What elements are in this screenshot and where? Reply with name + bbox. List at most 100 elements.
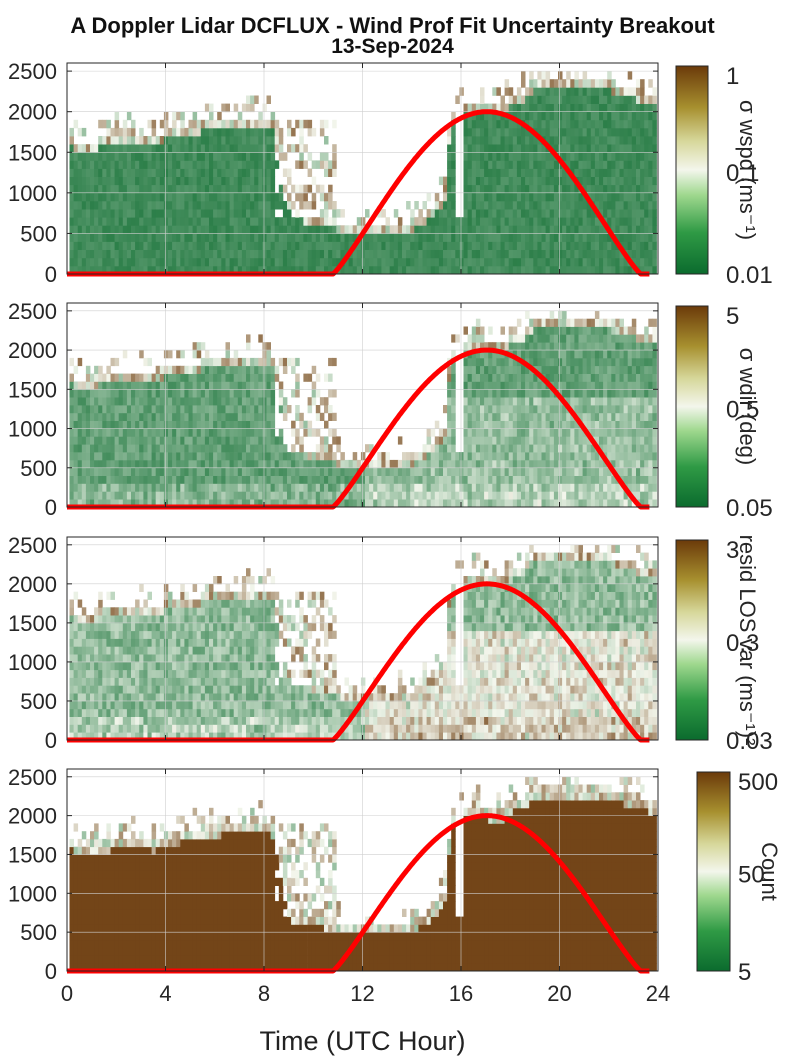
heatmap-cell [278,381,284,390]
heatmap-cell [217,467,222,476]
heatmap-cell [81,467,87,476]
heatmap-cell [73,201,79,210]
heatmap-cell [582,95,588,104]
heatmap-cell [200,412,206,421]
heatmap-cell [299,467,304,476]
heatmap-cell [172,405,177,414]
heatmap-cell [254,389,259,398]
heatmap-cell [504,184,510,194]
heatmap-cell [155,412,161,421]
heatmap-cell [122,436,128,445]
heatmap-cell [558,318,563,327]
heatmap-cell [159,428,165,437]
heatmap-cell [225,176,230,186]
heatmap-cell [525,87,530,96]
heatmap-cell [619,233,624,242]
heatmap-cell [648,217,653,226]
heatmap-cell [578,389,583,398]
heatmap-cell [525,95,530,104]
heatmap-cell [463,176,468,186]
heatmap-cell [299,499,304,508]
heatmap-cell [126,241,132,250]
heatmap-cell [562,334,567,343]
heatmap-cell [114,405,120,414]
heatmap-cell [615,144,620,153]
heatmap-cell [200,357,206,367]
heatmap-cell [644,499,649,508]
heatmap-cell [508,209,514,218]
heatmap-cell [299,459,304,469]
heatmap-cell [217,119,222,129]
heatmap-cell [73,452,79,461]
heatmap-cell [106,381,111,390]
heatmap-cell [237,168,243,177]
heatmap-cell [611,459,616,469]
heatmap-cell [332,241,337,250]
heatmap-cell [266,127,271,137]
heatmap-cell [172,201,177,210]
heatmap-cell [131,436,136,445]
heatmap-cell [463,444,468,453]
heatmap-cell [467,483,473,492]
heatmap-cell [246,103,251,113]
heatmap-cell [631,491,637,500]
heatmap-cell [90,467,95,476]
heatmap-cell [475,412,481,421]
heatmap-cell [131,225,136,234]
heatmap-cell [204,389,210,398]
heatmap-cell [627,459,633,469]
heatmap-cell [85,152,91,161]
heatmap-cell [500,467,505,476]
heatmap-cell [241,491,247,500]
heatmap-cell [360,265,366,275]
heatmap-cell [574,265,579,275]
heatmap-cell [229,119,235,129]
heatmap-cell [73,365,79,374]
heatmap-cell [332,201,337,210]
heatmap-cell [562,365,567,374]
heatmap-cell [180,365,185,374]
heatmap-cell [607,389,612,398]
heatmap-cell [332,467,337,476]
heatmap-cell [98,144,103,153]
heatmap-cell [287,257,292,267]
heatmap-cell [377,257,382,267]
heatmap-cell [114,209,120,218]
heatmap-cell [94,168,99,177]
heatmap-cell [537,192,542,202]
heatmap-cell [541,405,546,414]
heatmap-cell [406,499,411,508]
heatmap-cell [586,209,592,218]
heatmap-cell [356,499,362,508]
heatmap-cell [69,373,74,382]
heatmap-cell [209,241,214,250]
heatmap-cell [582,241,588,250]
heatmap-cell [521,71,526,80]
heatmap-cell [545,357,551,367]
heatmap-cell [607,127,612,137]
heatmap-cell [603,233,608,242]
heatmap-cell [570,452,575,461]
heatmap-cell [77,144,83,153]
heatmap-cell [578,87,583,96]
heatmap-cell [196,381,202,390]
heatmap-cell [303,483,308,492]
heatmap-cell [233,192,239,202]
heatmap-cell [131,119,136,129]
heatmap-cell [196,209,202,218]
heatmap-cell [204,192,210,202]
heatmap-cell [139,241,144,250]
heatmap-cell [381,241,386,250]
heatmap-cell [217,136,222,145]
heatmap-cell [114,467,120,476]
heatmap-cell [196,420,202,429]
heatmap-cell [332,436,337,445]
heatmap-cell [406,475,411,484]
heatmap-cell [623,265,629,275]
heatmap-cell [537,233,542,242]
heatmap-cell [385,241,390,250]
heatmap-cell [586,95,592,104]
heatmap-cell [360,241,366,250]
heatmap-cell [549,119,555,129]
heatmap-cell [553,444,559,453]
